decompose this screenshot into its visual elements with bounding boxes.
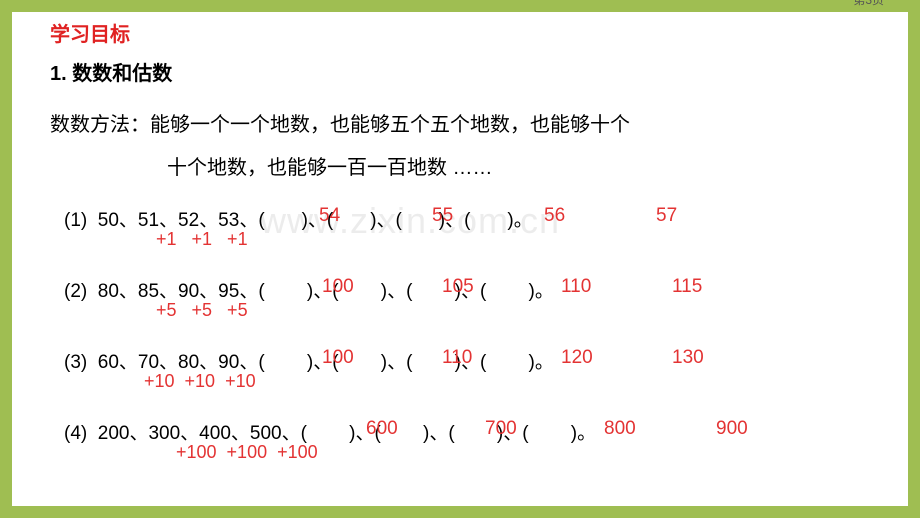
answer-value: 115 <box>672 276 702 298</box>
answer-value: 110 <box>442 347 472 369</box>
slide-frame: 学习目标 1. 数数和估数 数数方法：能够一个一个地数，也能够五个五个地数，也能… <box>0 0 920 518</box>
answer-value: 700 <box>485 418 517 440</box>
answer-value: 130 <box>672 347 704 369</box>
answer-value: 120 <box>561 347 593 369</box>
problem-list: (1) 50、51、52、53、( )、( )、( )、( )。54555657… <box>64 205 596 489</box>
answer-value: 55 <box>432 205 453 227</box>
increment-labels: +10 +10 +10 <box>144 371 256 392</box>
answer-value: 56 <box>544 205 565 227</box>
answer-value: 100 <box>322 347 354 369</box>
answer-value: 600 <box>366 418 398 440</box>
answer-value: 900 <box>716 418 748 440</box>
page-number: 第3页 <box>853 0 884 8</box>
increment-labels: +100 +100 +100 <box>176 442 318 463</box>
increment-labels: +5 +5 +5 <box>156 300 248 321</box>
page-title: 学习目标 <box>50 18 130 47</box>
method-text-line2: 十个地数，也能够一百一百地数 …… <box>167 151 493 180</box>
problem-row: (1) 50、51、52、53、( )、( )、( )、( )。54555657… <box>64 205 596 276</box>
increment-labels: +1 +1 +1 <box>156 229 248 250</box>
answer-value: 54 <box>319 205 340 227</box>
answer-value: 100 <box>322 276 354 298</box>
problem-row: (3) 60、70、80、90、( )、( )、( )、( )。100 110 12… <box>64 347 596 418</box>
method-text-line1: 数数方法：能够一个一个地数，也能够五个五个地数，也能够十个 <box>50 108 630 137</box>
problem-row: (4) 200、300、400、500、( )、( )、( )、( )。6007… <box>64 418 596 489</box>
answer-value: 800 <box>604 418 636 440</box>
answer-value: 105 <box>442 276 474 298</box>
problem-sequence: (2) 80、85、90、95、( )、( )、( )、( )。 <box>64 281 554 302</box>
problem-sequence: (1) 50、51、52、53、( )、( )、( )、( )。 <box>64 210 533 231</box>
section-heading: 1. 数数和估数 <box>50 57 172 86</box>
problem-sequence: (3) 60、70、80、90、( )、( )、( )、( )。 <box>64 352 554 373</box>
problem-row: (2) 80、85、90、95、( )、( )、( )、( )。100 105 11… <box>64 276 596 347</box>
answer-value: 57 <box>656 205 677 227</box>
answer-value: 110 <box>561 276 591 298</box>
